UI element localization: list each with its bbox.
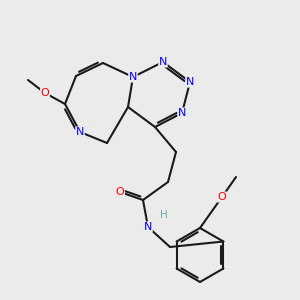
Text: O: O [116, 187, 124, 197]
Text: O: O [40, 88, 50, 98]
Text: N: N [159, 57, 167, 67]
Text: O: O [218, 192, 226, 202]
Text: H: H [160, 210, 168, 220]
Text: N: N [178, 108, 186, 118]
Text: N: N [144, 222, 152, 232]
Text: N: N [186, 77, 194, 87]
Text: N: N [129, 72, 137, 82]
Text: N: N [76, 127, 84, 137]
